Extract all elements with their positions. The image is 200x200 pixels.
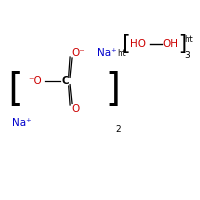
Text: ]: ] (103, 71, 126, 109)
Text: 2: 2 (116, 124, 121, 134)
Text: Na⁺: Na⁺ (12, 118, 32, 128)
Text: OH: OH (162, 39, 178, 49)
Text: Na⁺: Na⁺ (97, 48, 116, 58)
Text: ht: ht (184, 34, 194, 44)
Text: HO: HO (130, 39, 146, 49)
Text: ⁻O: ⁻O (29, 76, 43, 86)
Text: 3: 3 (184, 51, 190, 60)
Text: O⁻: O⁻ (71, 48, 85, 58)
Text: C: C (61, 76, 69, 86)
Text: [: [ (119, 34, 133, 54)
Text: [: [ (2, 71, 26, 109)
Text: ht: ht (117, 48, 126, 58)
Text: O: O (71, 104, 79, 114)
Text: ]: ] (177, 34, 190, 54)
